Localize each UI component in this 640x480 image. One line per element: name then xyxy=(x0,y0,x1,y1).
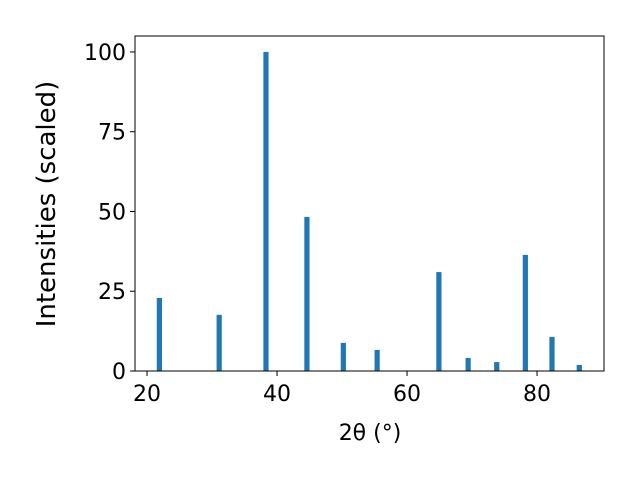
y-tick-label: 50 xyxy=(98,200,126,225)
bar xyxy=(304,216,310,371)
bar xyxy=(156,297,162,371)
y-tick-label: 75 xyxy=(98,121,126,146)
bar xyxy=(436,272,442,371)
y-axis-label: Intensities (scaled) xyxy=(32,81,62,328)
bar xyxy=(522,254,528,371)
plot-frame xyxy=(134,35,605,372)
x-tick-label: 40 xyxy=(263,382,291,407)
bar xyxy=(340,342,346,371)
bar xyxy=(374,349,380,371)
bar xyxy=(263,51,269,371)
y-tick-label: 100 xyxy=(84,41,126,66)
bar xyxy=(465,357,471,371)
bar xyxy=(549,336,555,371)
x-tick-label: 60 xyxy=(393,382,421,407)
bar xyxy=(216,314,222,371)
x-axis-label: 2θ (°) xyxy=(339,421,402,446)
x-tick-label: 80 xyxy=(523,382,551,407)
bar xyxy=(576,364,582,371)
y-tick-label: 0 xyxy=(112,360,126,385)
bar xyxy=(494,362,500,371)
x-tick-label: 20 xyxy=(133,382,161,407)
y-tick-label: 25 xyxy=(98,280,126,305)
